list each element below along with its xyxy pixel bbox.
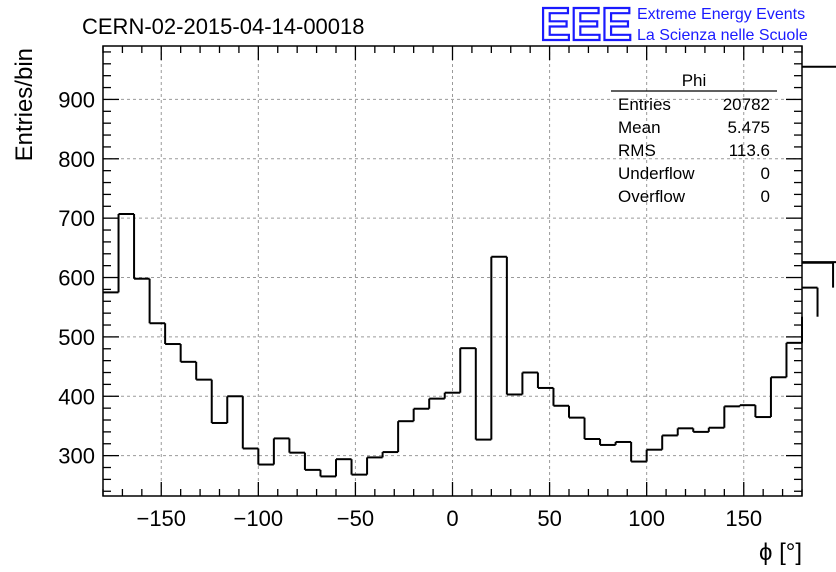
x-tick-label: 0	[446, 506, 458, 531]
y-tick-label: 700	[58, 206, 95, 231]
x-axis-title: ϕ [°]	[759, 539, 802, 566]
stats-label: Entries	[618, 95, 671, 114]
y-tick-label: 300	[58, 444, 95, 469]
eee-logo-line2: La Scienza nelle Scuole	[637, 27, 808, 44]
chart-title: CERN-02-2015-04-14-00018	[82, 14, 365, 39]
stats-box: Phi Entries 20782 Mean 5.475 RMS 113.6 Underfl…	[611, 71, 777, 206]
axis-ticks	[102, 46, 803, 496]
y-tick-label: 900	[58, 87, 95, 112]
x-tick-label: 50	[537, 506, 561, 531]
y-axis-title: Entries/bin	[11, 48, 38, 161]
stats-label: Mean	[618, 118, 661, 137]
eee-logo-mark: EEE	[540, 0, 632, 50]
y-tick-labels: 300 400 500 600 700 800 900	[58, 87, 95, 468]
x-tick-label: −100	[234, 506, 284, 531]
histogram-series	[103, 65, 836, 478]
stats-title: Phi	[682, 71, 707, 90]
x-tick-label: 150	[725, 506, 762, 531]
y-tick-label: 400	[58, 384, 95, 409]
x-tick-label: −50	[337, 506, 374, 531]
stats-value: 5.475	[727, 118, 770, 137]
stats-value: 113.6	[729, 141, 770, 160]
x-tick-labels: −150 −100 −50 0 50 100 150	[136, 506, 762, 531]
stats-value: 20782	[723, 95, 770, 114]
stats-label: RMS	[618, 141, 656, 160]
x-tick-label: 100	[628, 506, 665, 531]
eee-logo-line1: Extreme Energy Events	[637, 6, 805, 23]
stats-value: 0	[761, 187, 770, 206]
y-tick-label: 800	[58, 147, 95, 172]
stats-label: Overflow	[618, 187, 686, 206]
x-tick-label: −150	[136, 506, 186, 531]
stats-label: Underflow	[618, 164, 695, 183]
y-tick-label: 600	[58, 266, 95, 291]
grid-lines	[103, 46, 802, 496]
stats-rows: Entries 20782 Mean 5.475 RMS 113.6 Underflow 0 O…	[618, 95, 770, 206]
eee-logo: EEE Extreme Energy Events La Scienza nel…	[539, 0, 808, 51]
stats-value: 0	[761, 164, 770, 183]
y-tick-label: 500	[58, 325, 95, 350]
